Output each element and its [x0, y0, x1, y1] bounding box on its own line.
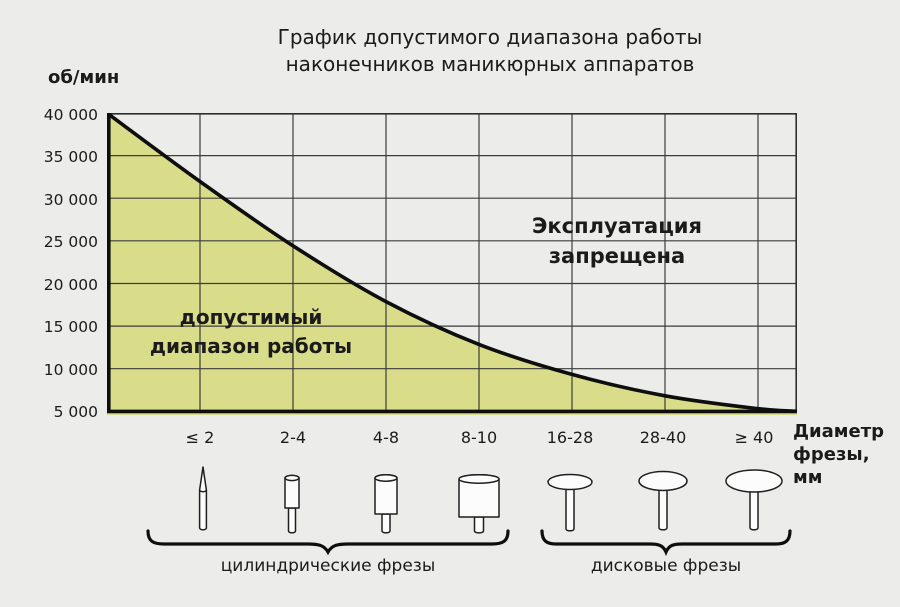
y-tick-5000: 5 000: [53, 403, 98, 421]
cylindrical-group-label: цилиндрические фрезы: [220, 556, 436, 576]
plot-area: [107, 113, 797, 415]
prohibited-line-2: запрещена: [548, 244, 686, 268]
y-tick-35000: 35 000: [43, 148, 98, 166]
allowed-range-line-2: диапазон работы: [149, 334, 353, 358]
y-tick-40000: 40 000: [43, 106, 98, 124]
allowed-area-fill: [107, 113, 797, 415]
needle-bit-icon: [198, 466, 208, 531]
page-title: График допустимого диапазона работы нако…: [140, 24, 840, 78]
disc-group-label: дисковые фрезы: [590, 556, 742, 576]
rpm-limit-curve: [107, 113, 797, 414]
title-line-1: График допустимого диапазона работы: [277, 25, 703, 49]
y-tick-25000: 25 000: [43, 233, 98, 251]
allowed-range-line-1: допустимый: [179, 305, 323, 329]
large-disc-bit-icon: [725, 469, 783, 531]
prohibited-line-1: Эксплуатация: [532, 214, 702, 238]
y-tick-20000: 20 000: [43, 276, 98, 294]
gridlines: [107, 113, 797, 411]
small-cylinder-bit-icon: [284, 474, 300, 534]
x-tick-2-4: 2-4: [279, 428, 307, 447]
x-tick-4-8: 4-8: [372, 428, 400, 447]
x-tick-16-28: 16-28: [546, 428, 594, 447]
x-tick-8-10: 8-10: [460, 428, 498, 447]
medium-cylinder-bit-icon: [374, 474, 398, 534]
allowed-range-label: допустимый диапазон работы: [131, 303, 371, 361]
y-tick-15000: 15 000: [43, 318, 98, 336]
small-disc-bit-icon: [547, 473, 593, 532]
y-tick-30000: 30 000: [43, 191, 98, 209]
y-axis-unit-label: об/мин: [48, 67, 120, 88]
x-tick-28-40: 28-40: [639, 428, 687, 447]
title-line-2: наконечников маникюрных аппаратов: [285, 52, 695, 76]
plot-border: [107, 113, 797, 411]
prohibited-region-label: Эксплуатация запрещена: [487, 211, 747, 271]
disc-group-brace: [540, 529, 792, 556]
x-tick-ge40: ≥ 40: [734, 428, 774, 447]
medium-disc-bit-icon: [638, 470, 688, 531]
x-tick-le2: ≤ 2: [185, 428, 215, 447]
cylindrical-group-brace: [146, 529, 510, 556]
y-tick-10000: 10 000: [43, 361, 98, 379]
x-axis-title: Диаметр фрезы, мм: [793, 421, 885, 488]
large-cylinder-bit-icon: [458, 474, 500, 534]
